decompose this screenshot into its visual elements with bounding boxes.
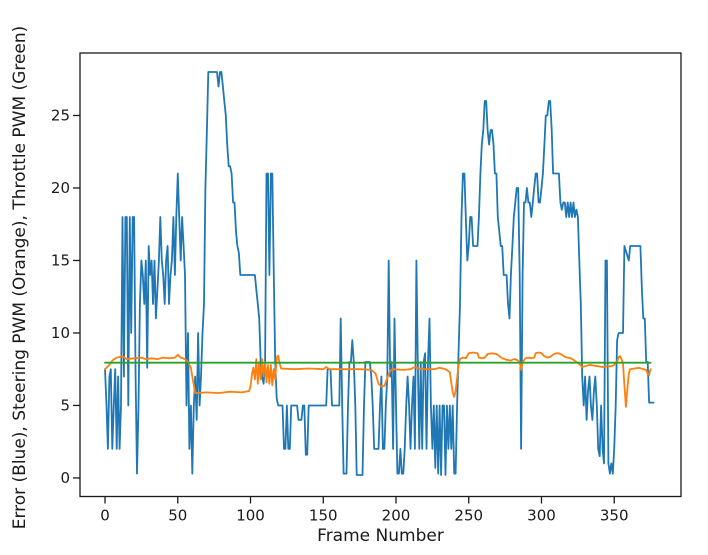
x-tick-label: 250 xyxy=(454,507,483,525)
x-tick-label: 200 xyxy=(382,507,411,525)
x-axis-label: Frame Number xyxy=(317,526,444,546)
x-tick-label: 300 xyxy=(527,507,556,525)
y-tick-label: 15 xyxy=(51,251,70,269)
x-tick-label: 0 xyxy=(100,507,110,525)
x-tick-label: 150 xyxy=(309,507,338,525)
y-tick-label: 5 xyxy=(60,396,70,414)
series-steering-pwm-line xyxy=(104,351,652,408)
y-tick-label: 10 xyxy=(51,324,70,342)
y-axis-label: Error (Blue), Steering PWM (Orange), Thr… xyxy=(10,25,30,530)
x-tick-label: 350 xyxy=(600,507,629,525)
y-tick-label: 0 xyxy=(60,469,70,487)
x-tick-label: 50 xyxy=(168,507,187,525)
y-tick-label: 20 xyxy=(51,179,70,197)
plot-border xyxy=(79,52,682,498)
y-tick-label: 25 xyxy=(51,106,70,124)
x-tick-label: 100 xyxy=(236,507,265,525)
series-error-line xyxy=(104,71,655,476)
